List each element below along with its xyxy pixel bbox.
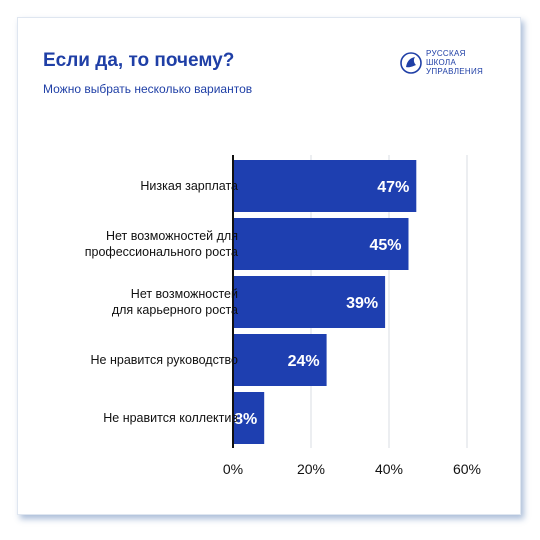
category-label: Низкая зарплата [140, 179, 238, 193]
school-logo: РУССКАЯ ШКОЛА УПРАВЛЕНИЯ [400, 49, 483, 76]
bar [233, 160, 417, 212]
category-label: Нет возможностей для карьерного роста [111, 287, 238, 317]
category-label: Нет возможностей для профессионального р… [84, 229, 238, 259]
x-tick-label: 0% [223, 461, 243, 477]
chart-card: Если да, то почему? Можно выбрать нескол… [17, 17, 521, 515]
bar [233, 392, 265, 444]
category-label: Не нравится руководство [90, 353, 238, 367]
x-tick-label: 20% [297, 461, 325, 477]
x-tick-label: 40% [375, 461, 403, 477]
bar [233, 276, 386, 328]
bar [233, 334, 327, 386]
logo-text-line-2: ШКОЛА [426, 58, 457, 67]
bar-value-label: 39% [346, 295, 378, 312]
bar-value-label: 47% [377, 179, 409, 196]
chart-title: Если да, то почему? [43, 50, 235, 71]
bar-value-label: 8% [234, 411, 257, 428]
bar-value-label: 24% [288, 353, 320, 370]
chart-subtitle: Можно выбрать несколько вариантов [43, 82, 253, 96]
category-label: Не нравится коллектив [103, 411, 238, 425]
bar [233, 218, 409, 270]
logo-text-line-1: РУССКАЯ [426, 49, 466, 58]
globe-logo-icon [400, 51, 422, 74]
logo-text-line-3: УПРАВЛЕНИЯ [426, 67, 484, 76]
x-tick-label: 60% [453, 461, 481, 477]
bar-value-label: 45% [369, 237, 401, 254]
